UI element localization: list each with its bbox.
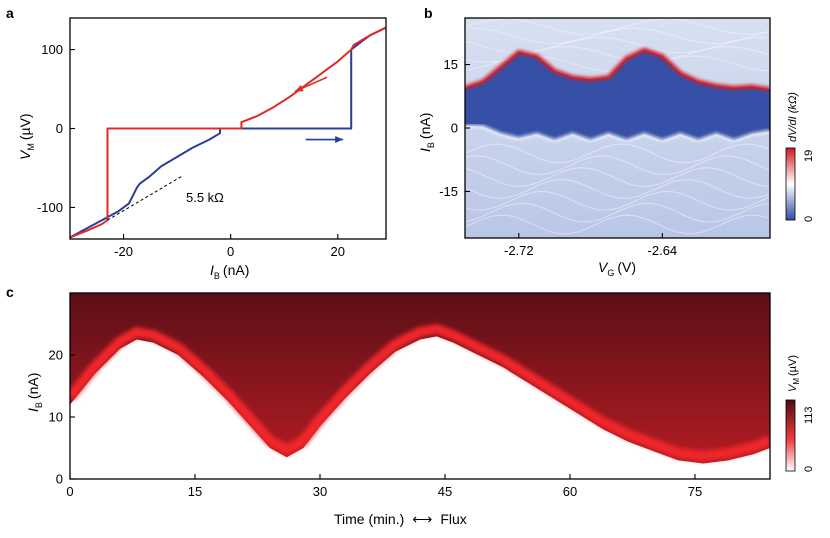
panel-b-colorbar-max: 19 [803, 150, 815, 162]
panel-b-xlabel: VG (V) [598, 259, 636, 278]
panel-c-x-tick-label: 60 [563, 484, 577, 499]
panel-b-lower-switching-line [465, 124, 770, 143]
panel-b-axes: -2.72 -2.64 15 0 -15 [439, 57, 677, 258]
panel-c-y-tick-label: 10 [49, 410, 63, 425]
panel-b-heatmap [465, 18, 770, 238]
panel-c-x-tick-label: 75 [688, 484, 702, 499]
panel-a-letter: a [6, 5, 14, 21]
panel-c-colorbar [785, 399, 796, 472]
panel-c-axes: 0 15 30 45 60 75 0 10 20 [49, 348, 703, 500]
panel-b-x-tick-label: -2.72 [504, 243, 534, 258]
panel-b-y-tick-label: 15 [444, 57, 458, 72]
panel-a-y-tick-label: 100 [41, 42, 63, 57]
panel-a-xlabel: IB (nA) [210, 262, 249, 281]
panel-b-texture [465, 143, 770, 164]
panel-c-ylabel: IB(nA) [25, 373, 44, 412]
panel-c-x-tick-label: 45 [438, 484, 452, 499]
fit-line [107, 175, 183, 221]
panel-a-ylabel: VM(µV) [17, 113, 36, 160]
panel-c-switching-edge [70, 323, 770, 462]
panel-c-x-tick-label: 30 [313, 484, 327, 499]
panel-c-y-tick-label: 0 [56, 472, 63, 487]
panel-a-x-tick-label: 20 [331, 244, 345, 259]
panel-b-y-tick-label: 0 [451, 121, 458, 136]
panel-c-letter: c [6, 284, 14, 300]
panel-c-xlabel: Time (min.) ⟷ Flux [334, 511, 467, 527]
panel-b-texture [465, 155, 770, 176]
panel-a-axes: -20 0 20 -100 0 100 [37, 42, 345, 259]
panel-c-colorbar-min: 0 [803, 466, 815, 472]
panel-c-y-tick-label: 20 [49, 348, 63, 363]
panel-b-texture [465, 167, 770, 187]
panel-b-letter: b [424, 5, 433, 21]
panel-a-annotation: 5.5 kΩ [186, 190, 224, 205]
panel-b-ylabel: IB(nA) [417, 113, 436, 152]
panel-c-heatmap [70, 293, 770, 479]
sweep-arrow-head [294, 84, 304, 92]
up-sweep-line [70, 26, 386, 239]
panel-a-plot [70, 26, 386, 239]
panel-b-texture [465, 202, 770, 223]
panel-b-texture [465, 190, 770, 211]
panel-b-texture [465, 214, 770, 235]
panel-c-x-tick-label: 0 [66, 484, 73, 499]
panel-b-texture [465, 179, 770, 199]
panel-b-upper-switching-line [465, 47, 770, 92]
panel-c-frame [69, 292, 771, 480]
panel-c-x-tick-label: 15 [188, 484, 202, 499]
panel-b-y-tick-label: -15 [439, 184, 458, 199]
panel-a-y-tick-label: 0 [56, 121, 63, 136]
panel-b-colorbar-min: 0 [803, 216, 815, 222]
panel-b-texture [465, 27, 770, 44]
panel-b-superconducting-region [465, 49, 770, 141]
sweep-arrow-head [335, 136, 344, 144]
down-sweep-line [70, 26, 386, 239]
panel-a-x-tick-label: 0 [227, 244, 234, 259]
panel-b-colorbar-label: dV/dI (kΩ) [787, 92, 799, 142]
panel-b-colorbar [785, 147, 796, 221]
panel-a-x-tick-label: -20 [114, 244, 133, 259]
panel-c-colorbar-max: 113 [803, 406, 815, 424]
panel-c-colorbar-label: VM(µV) [787, 355, 801, 392]
panel-b-texture [465, 18, 770, 35]
panel-a-y-tick-label: -100 [37, 200, 63, 215]
panel-b-x-tick-label: -2.64 [648, 243, 678, 258]
